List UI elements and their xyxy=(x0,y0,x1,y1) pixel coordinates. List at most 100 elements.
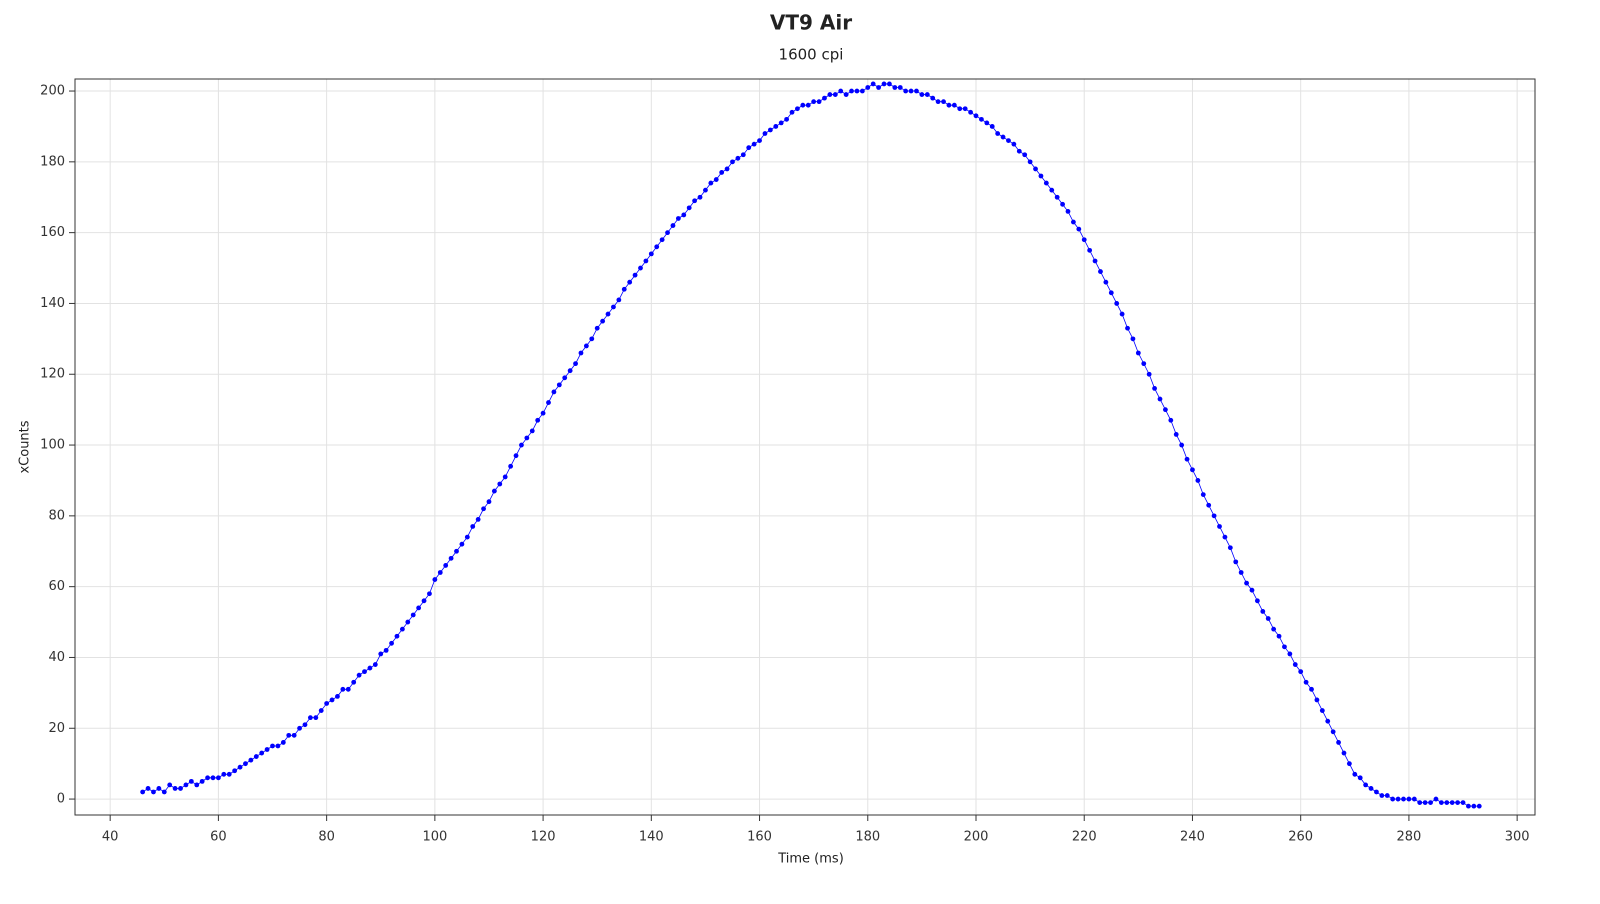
data-point xyxy=(643,258,649,264)
data-point xyxy=(1449,800,1455,806)
data-point xyxy=(302,722,308,728)
data-point xyxy=(140,789,146,795)
data-point xyxy=(616,297,622,303)
data-point xyxy=(757,138,762,143)
x-tick-label: 40 xyxy=(102,830,119,845)
data-point xyxy=(351,679,357,685)
data-point xyxy=(210,775,216,781)
data-point xyxy=(1346,761,1352,767)
data-point xyxy=(1238,570,1244,575)
plot-area xyxy=(75,79,1535,815)
data-point xyxy=(524,435,530,441)
data-point xyxy=(421,598,427,604)
data-point xyxy=(405,619,411,625)
data-point xyxy=(903,88,909,94)
data-point xyxy=(1314,697,1320,703)
data-point xyxy=(1043,180,1049,186)
data-point xyxy=(1200,492,1206,498)
data-point xyxy=(1103,279,1109,285)
data-point xyxy=(178,786,183,791)
data-point xyxy=(491,488,497,494)
data-point xyxy=(1254,598,1260,604)
data-point xyxy=(1363,782,1369,788)
data-point xyxy=(995,131,1001,136)
data-point xyxy=(692,198,698,204)
data-point xyxy=(746,145,752,151)
data-point xyxy=(1092,258,1098,264)
data-point xyxy=(795,106,800,112)
y-tick-label: 20 xyxy=(48,721,65,736)
data-point xyxy=(562,375,568,381)
data-point xyxy=(546,400,551,405)
data-point xyxy=(659,237,665,243)
plot-border xyxy=(74,78,1536,816)
data-point xyxy=(1038,173,1044,179)
data-point xyxy=(697,194,703,200)
data-point xyxy=(1352,771,1358,777)
data-point xyxy=(502,474,508,480)
chart-subtitle: 1600 cpi xyxy=(779,46,844,64)
x-tick-label: 220 xyxy=(1072,830,1097,845)
data-point xyxy=(551,389,557,395)
x-tick-label: 140 xyxy=(639,830,664,845)
data-point xyxy=(1455,800,1461,806)
data-point xyxy=(329,697,335,703)
x-tick-label: 180 xyxy=(855,830,880,845)
data-point xyxy=(1471,803,1477,809)
data-point xyxy=(248,757,254,763)
data-point xyxy=(1271,626,1277,632)
data-point xyxy=(665,230,670,236)
data-point xyxy=(611,304,616,310)
data-point xyxy=(399,626,405,632)
data-point xyxy=(161,789,167,795)
data-point xyxy=(973,113,979,119)
data-point xyxy=(876,85,881,90)
y-tick-label: 180 xyxy=(40,154,65,169)
data-point xyxy=(1336,740,1341,745)
data-point xyxy=(1125,325,1130,331)
data-point xyxy=(730,159,735,165)
data-point xyxy=(1049,187,1055,193)
data-point xyxy=(805,102,811,108)
data-point xyxy=(394,633,400,639)
data-point xyxy=(1114,301,1120,306)
data-point xyxy=(1374,789,1379,795)
data-point xyxy=(908,88,914,94)
data-point xyxy=(1135,350,1141,356)
data-point xyxy=(654,244,660,250)
data-point xyxy=(1357,775,1363,781)
data-point xyxy=(778,120,784,126)
data-point xyxy=(1130,336,1136,342)
data-point xyxy=(1433,796,1439,802)
data-point xyxy=(638,265,643,271)
data-point xyxy=(307,715,313,721)
data-point xyxy=(811,99,817,105)
data-point xyxy=(686,205,692,211)
data-point xyxy=(151,789,156,795)
data-point xyxy=(275,743,281,749)
data-point xyxy=(345,686,351,692)
data-point xyxy=(1195,478,1201,483)
data-point xyxy=(762,131,768,136)
data-point xyxy=(935,99,941,105)
data-point xyxy=(1303,679,1309,685)
y-axis-label: xCounts xyxy=(18,420,33,473)
x-tick-label: 80 xyxy=(318,830,335,845)
data-point xyxy=(957,106,963,112)
data-point xyxy=(784,116,790,122)
data-point xyxy=(243,761,248,767)
data-point xyxy=(632,272,638,278)
y-tick-label: 80 xyxy=(48,508,65,523)
data-point xyxy=(291,732,297,738)
x-tick-label: 200 xyxy=(964,830,989,845)
data-point xyxy=(1368,786,1374,791)
data-point xyxy=(270,743,275,749)
data-point xyxy=(318,708,324,713)
x-tick-label: 300 xyxy=(1505,830,1530,845)
data-point xyxy=(1081,237,1087,243)
data-point xyxy=(1298,669,1304,675)
data-point xyxy=(1016,148,1022,154)
data-point xyxy=(1341,750,1347,756)
chart-title: VT9 Air xyxy=(770,11,852,35)
data-point xyxy=(1309,686,1314,692)
